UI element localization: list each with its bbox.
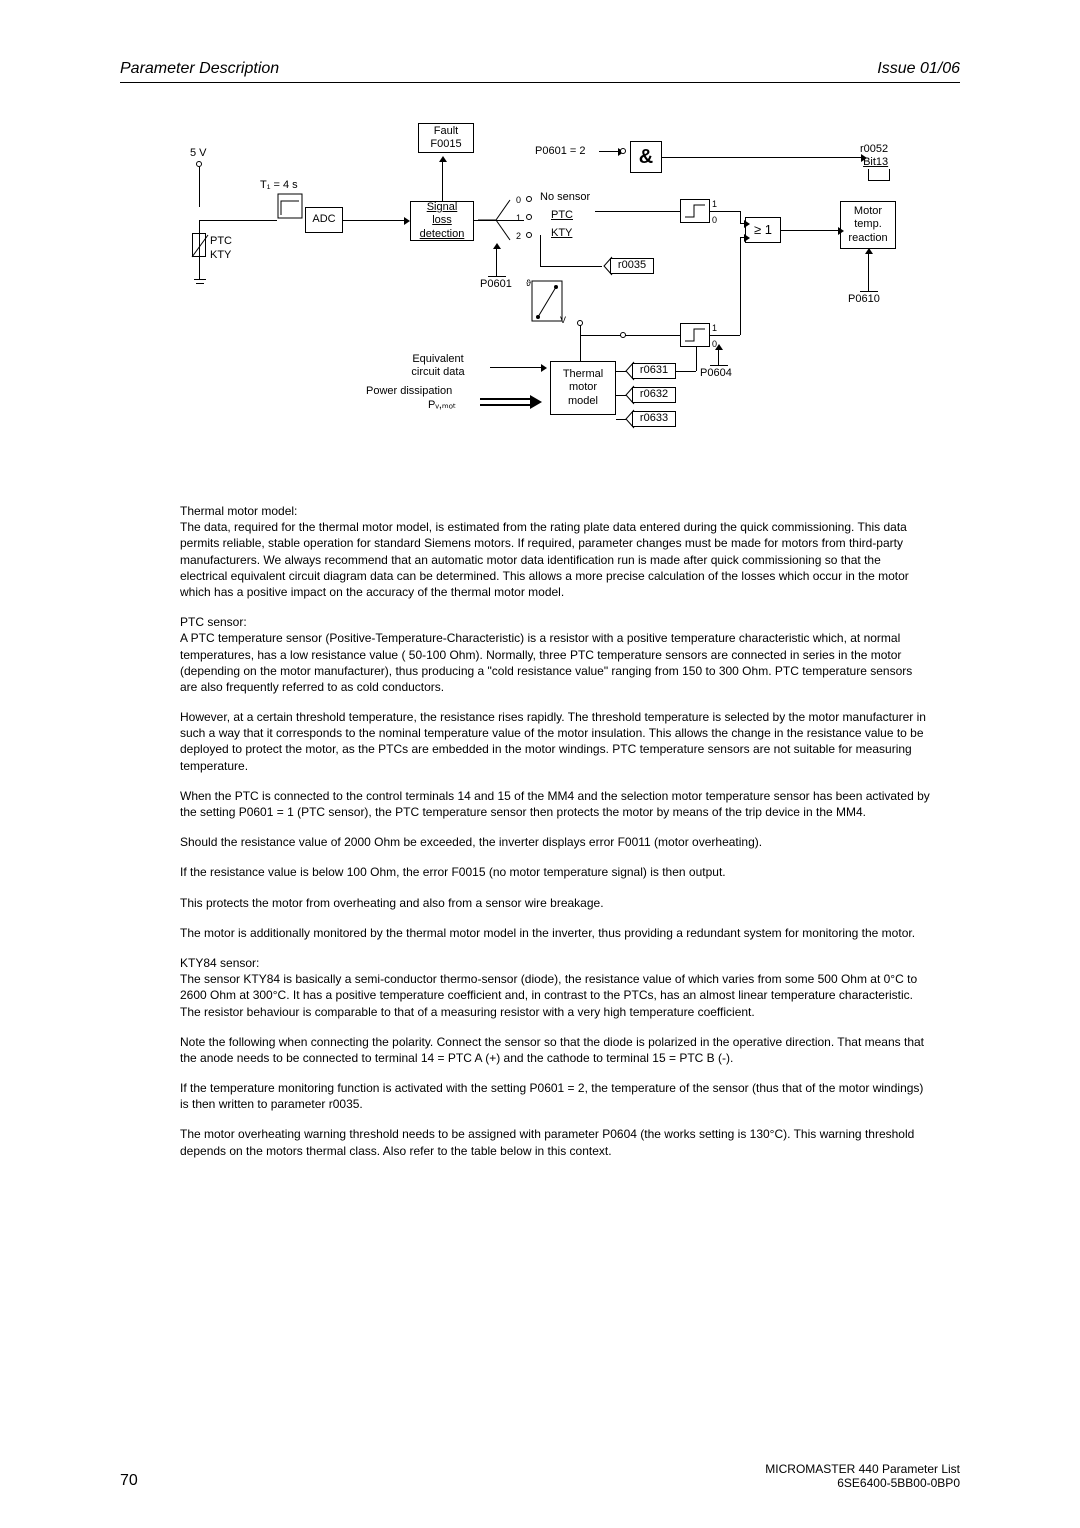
p7: This protects the motor from overheating… bbox=[180, 895, 930, 911]
r0631-box: r0631 bbox=[632, 363, 676, 379]
cmp2-box bbox=[680, 323, 710, 347]
p0610-label: P0610 bbox=[848, 293, 880, 306]
p9-title: KTY84 sensor: bbox=[180, 956, 259, 970]
p5: Should the resistance value of 2000 Ohm … bbox=[180, 834, 930, 850]
r0633-box: r0633 bbox=[632, 411, 676, 427]
footer-line2: 6SE6400-5BB00-0BP0 bbox=[765, 1476, 960, 1490]
header-left: Parameter Description bbox=[120, 60, 279, 78]
cmp1-box bbox=[680, 199, 710, 223]
r0632-box: r0632 bbox=[632, 387, 676, 403]
p10: Note the following when connecting the p… bbox=[180, 1034, 930, 1066]
diagram-container: Fault F0015 P0601 = 2 & r0052Bit13 5 V T… bbox=[180, 123, 900, 463]
pvmot-label: Pᵥ,ₘₒₜ bbox=[428, 399, 456, 412]
p11: If the temperature monitoring function i… bbox=[180, 1080, 930, 1112]
p12: The motor overheating warning threshold … bbox=[180, 1126, 930, 1158]
motor-temp-box: Motor temp. reaction bbox=[840, 201, 896, 249]
p1: The data, required for the thermal motor… bbox=[180, 520, 909, 599]
p0601-2-label: P0601 = 2 bbox=[535, 145, 585, 158]
header-right: Issue 01/06 bbox=[877, 60, 960, 78]
footer-line1: MICROMASTER 440 Parameter List bbox=[765, 1462, 960, 1476]
and-gate: & bbox=[630, 141, 662, 173]
kty-sensor-label: KTY bbox=[210, 249, 231, 262]
fault-box: Fault F0015 bbox=[418, 123, 474, 153]
page-number: 70 bbox=[120, 1472, 138, 1490]
p4: When the PTC is connected to the control… bbox=[180, 788, 930, 820]
p0604-label: P0604 bbox=[700, 367, 732, 380]
footer: 70 MICROMASTER 440 Parameter List 6SE640… bbox=[120, 1462, 960, 1490]
ptc-sel-label: PTC bbox=[551, 209, 573, 222]
kty-sel-label: KTY bbox=[551, 227, 572, 240]
body-text: Thermal motor model: The data, required … bbox=[180, 503, 930, 1159]
power-diss-label: Power dissipation bbox=[366, 385, 452, 398]
p8: The motor is additionally monitored by t… bbox=[180, 925, 930, 941]
equiv-label: Equivalent circuit data bbox=[378, 353, 498, 379]
p2: A PTC temperature sensor (Positive-Tempe… bbox=[180, 631, 912, 694]
thermal-motor-box: Thermal motor model bbox=[550, 361, 616, 415]
ptc-sensor-label: PTC bbox=[210, 235, 232, 248]
no-sensor-label: No sensor bbox=[540, 191, 590, 204]
t1-label: T₁ = 4 s bbox=[260, 179, 298, 192]
signal-loss-box: Signal loss detection bbox=[410, 201, 474, 241]
p3: However, at a certain threshold temperat… bbox=[180, 709, 930, 774]
p1-title: Thermal motor model: bbox=[180, 504, 297, 518]
p0601-label: P0601 bbox=[480, 278, 512, 291]
p2-title: PTC sensor: bbox=[180, 615, 247, 629]
5v-label: 5 V bbox=[190, 147, 207, 160]
or-gate: ≥ 1 bbox=[745, 217, 781, 243]
adc-box: ADC bbox=[305, 207, 343, 233]
p9: The sensor KTY84 is basically a semi-con… bbox=[180, 972, 917, 1018]
r0035-box: r0035 bbox=[610, 258, 654, 274]
p6: If the resistance value is below 100 Ohm… bbox=[180, 864, 930, 880]
